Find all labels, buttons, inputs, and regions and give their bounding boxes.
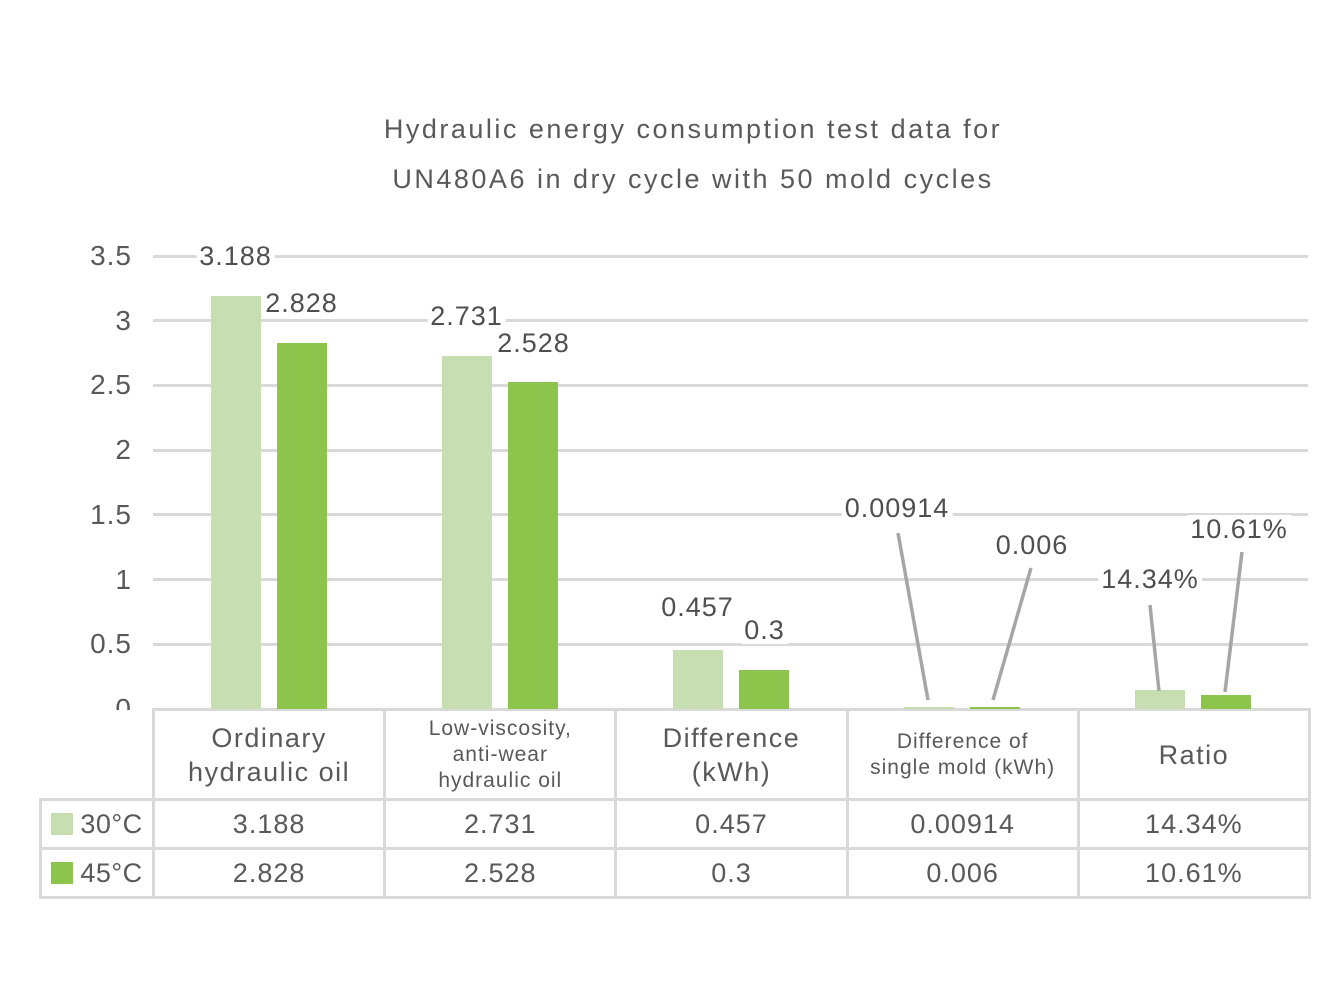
legend-label-45c: 45°C [80, 857, 143, 888]
table-row-30c: 30°C 3.188 2.731 0.457 0.00914 14.34% [39, 798, 1311, 850]
y-axis-tick-label: 1 [115, 563, 132, 595]
bar-30c-cat1 [441, 355, 492, 709]
gridline [153, 448, 1308, 452]
data-label-30c-lowvisc: 2.731 [427, 302, 506, 330]
gridline [153, 578, 1308, 582]
bar-30c-cat4 [1134, 690, 1185, 709]
table-corner-cell [40, 709, 154, 800]
legend-cell-30c: 30°C [39, 798, 155, 850]
gridline [153, 254, 1308, 258]
leader-line-45c-single-mold [991, 567, 1033, 701]
chart-title-line1: Hydraulic energy consumption test data f… [383, 114, 1003, 144]
legend-cell-45c: 45°C [39, 847, 155, 899]
chart-title: Hydraulic energy consumption test data f… [0, 104, 1344, 204]
bar-45c-cat3 [969, 707, 1020, 709]
header-low-viscosity: Low-viscosity, anti-wear hydraulic oil [383, 708, 618, 801]
header-difference: Difference (kWh) [614, 708, 849, 801]
table-row-45c: 45°C 2.828 2.528 0.3 0.006 10.61% [39, 847, 1311, 899]
cell-30c-difference: 0.457 [614, 798, 849, 850]
cell-45c-lowvisc: 2.528 [383, 847, 618, 899]
data-label-45c-ratio: 10.61% [1187, 515, 1291, 543]
data-label-30c-difference: 0.457 [658, 593, 737, 621]
cell-45c-single-mold: 0.006 [845, 847, 1080, 899]
bar-45c-cat2 [738, 670, 789, 709]
bar-45c-cat0 [276, 342, 327, 709]
bar-45c-cat1 [507, 381, 558, 709]
bar-30c-cat2 [672, 649, 723, 709]
y-axis-tick-label: 3 [115, 304, 132, 336]
y-axis-tick-label: 2 [115, 434, 132, 466]
cell-30c-ordinary: 3.188 [151, 798, 387, 850]
cell-30c-lowvisc: 2.731 [383, 798, 618, 850]
legend-swatch-45c-icon [51, 862, 74, 884]
y-axis-tick-label: 2.5 [90, 369, 132, 401]
cell-30c-ratio: 14.34% [1076, 798, 1311, 850]
data-label-45c-ordinary: 2.828 [262, 289, 341, 317]
chart-title-line2: UN480A6 in dry cycle with 50 mold cycles [392, 164, 994, 194]
y-axis-tick-label: 3.5 [90, 240, 132, 271]
cell-45c-difference: 0.3 [614, 847, 849, 899]
gridline [153, 319, 1308, 323]
legend-swatch-30c-icon [51, 813, 74, 835]
plot-area: 3.188 2.828 2.731 2.528 0.457 0.3 0.0091… [153, 242, 1308, 711]
data-label-45c-lowvisc: 2.528 [494, 329, 573, 357]
table-header-row: Ordinary hydraulic oil Low-viscosity, an… [40, 708, 1311, 801]
cell-45c-ratio: 10.61% [1076, 847, 1311, 899]
header-single-mold: Difference of single mold (kWh) [845, 708, 1080, 801]
y-axis: 0 0.5 1 1.5 2 2.5 3 3.5 [0, 240, 132, 724]
header-ordinary-oil: Ordinary hydraulic oil [151, 708, 387, 801]
leader-line-45c-ratio [1223, 551, 1244, 693]
cell-45c-ordinary: 2.828 [151, 847, 387, 899]
data-label-45c-single-mold: 0.006 [992, 531, 1072, 559]
data-label-30c-ordinary: 3.188 [196, 242, 275, 270]
y-axis-tick-label: 0.5 [90, 628, 132, 660]
gridline [153, 383, 1308, 387]
data-table: Ordinary hydraulic oil Low-viscosity, an… [39, 708, 1311, 899]
legend-label-30c: 30°C [80, 808, 143, 839]
leader-line-30c-single-mold [896, 532, 930, 701]
cell-30c-single-mold: 0.00914 [845, 798, 1080, 850]
bar-30c-cat0 [210, 296, 261, 709]
gridline [153, 642, 1308, 646]
gridline [153, 513, 1308, 517]
bar-45c-cat4 [1200, 695, 1251, 709]
data-label-30c-ratio: 14.34% [1098, 565, 1202, 593]
y-axis-tick-label: 1.5 [90, 498, 132, 530]
gridline [153, 707, 1308, 711]
leader-line-30c-ratio [1148, 604, 1161, 692]
header-ratio: Ratio [1076, 708, 1311, 801]
data-label-45c-difference: 0.3 [741, 616, 788, 644]
data-label-30c-single-mold: 0.00914 [841, 494, 953, 522]
bar-30c-cat3 [903, 707, 954, 709]
